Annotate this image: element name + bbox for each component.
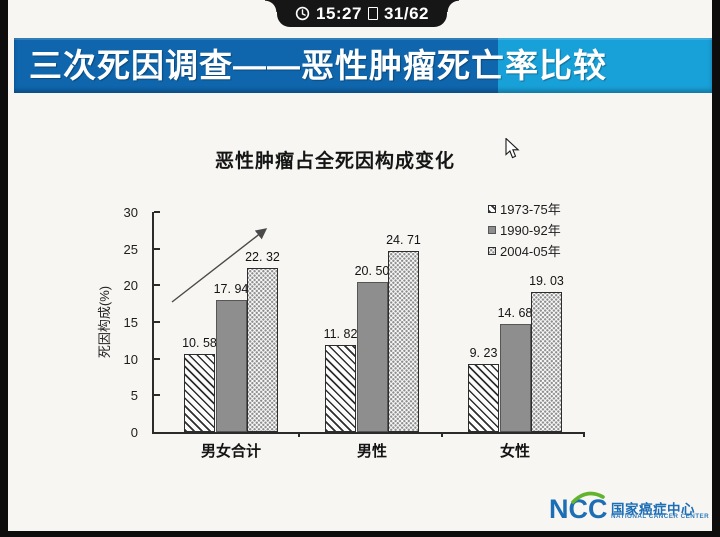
- slide-counter: 31/62: [383, 3, 430, 23]
- category-label: 男女合计: [200, 443, 261, 460]
- bar-chart-plot-area: 10. 58 11. 82 9. 23 17. 94 20. 50 14. 68 22. 3…: [152, 211, 585, 460]
- y-axis-tick-mark: [154, 321, 160, 323]
- bar-1973-75年-男女合计: [184, 354, 215, 432]
- chart-title: 恶性肿瘤占全死因构成变化: [214, 151, 455, 172]
- legend-label: 1973-75年: [500, 202, 561, 217]
- bar-value-label: 19. 03: [529, 274, 564, 289]
- bar-2004-05年-男性: [388, 250, 419, 432]
- ncc-logo-name-en: NATIONAL CANCER CENTER: [611, 513, 710, 520]
- y-axis-tick-labels: 0 5 10 15 20 25 30: [108, 205, 146, 440]
- clock-icon: [295, 6, 310, 21]
- slide-page-icon: [367, 7, 378, 20]
- slideshow-status-tab[interactable]: 15:27 31/62: [265, 0, 459, 27]
- legend-item: 1990-92年: [488, 219, 561, 240]
- y-axis-tick-label: 30: [123, 205, 138, 220]
- legend-marker: [488, 204, 496, 213]
- legend-item: 2004-05年: [488, 240, 561, 261]
- elapsed-time: 15:27: [315, 3, 362, 23]
- y-axis-tick-mark: [154, 247, 160, 250]
- ncc-logo-green-swoosh-icon: [570, 490, 606, 510]
- mouse-cursor-icon: [505, 137, 521, 165]
- legend-marker: [488, 246, 496, 255]
- bar-1990-92年-男女合计: [215, 300, 247, 432]
- category-label: 女性: [499, 443, 530, 460]
- chart-legend: 1973-75年 1990-92年 2004-05年: [488, 198, 561, 261]
- x-axis-tick-mark: [583, 432, 585, 437]
- legend-item: 1973-75年: [488, 198, 561, 219]
- trend-arrow-annotation: [165, 220, 277, 311]
- y-axis-tick-mark: [154, 394, 160, 397]
- bar-value-label: 11. 82: [323, 327, 358, 342]
- bar-1973-75年-女性: [468, 364, 499, 432]
- y-axis-tick-label: 25: [123, 241, 138, 257]
- bar-value-label: 14. 68: [497, 306, 533, 321]
- bar-value-label: 20. 50: [354, 263, 390, 278]
- slide-title-banner: 三次死因调查——恶性肿瘤死亡率比较: [14, 38, 712, 93]
- legend-label: 1990-92年: [500, 223, 561, 238]
- bar-value-label: 24. 71: [386, 232, 421, 247]
- bar-value-label: 17. 94: [213, 282, 249, 297]
- bar-value-label: 9. 23: [469, 346, 498, 361]
- y-axis-tick-label: 15: [123, 315, 138, 330]
- bar-2004-05年-女性: [531, 292, 562, 432]
- slide-title: 三次死因调查——恶性肿瘤死亡率比较: [29, 47, 607, 84]
- y-axis-tick-mark: [154, 284, 160, 287]
- bar-1990-92年-男性: [356, 281, 388, 432]
- bar-1990-92年-女性: [499, 324, 531, 432]
- bar-1973-75年-男性: [325, 345, 356, 432]
- legend-label: 2004-05年: [500, 244, 561, 259]
- x-axis-tick-mark: [441, 432, 444, 437]
- y-axis-tick-label: 20: [123, 278, 138, 294]
- ncc-logo-name-cn: 国家癌症中心: [611, 502, 695, 517]
- bar-value-label: 10. 58: [182, 336, 217, 351]
- category-label: 男性: [356, 443, 387, 460]
- bar-value-label: 22. 32: [245, 250, 280, 265]
- y-axis-tick-mark: [154, 211, 160, 213]
- bar-2004-05年-男女合计: [247, 268, 278, 432]
- y-axis-tick-label: 10: [123, 351, 138, 367]
- y-axis-tick-mark: [154, 357, 160, 360]
- y-axis-tick-label: 5: [130, 388, 138, 404]
- y-axis-tick-label: 0: [130, 425, 138, 440]
- legend-marker: [488, 225, 496, 234]
- x-axis-tick-mark: [297, 432, 300, 437]
